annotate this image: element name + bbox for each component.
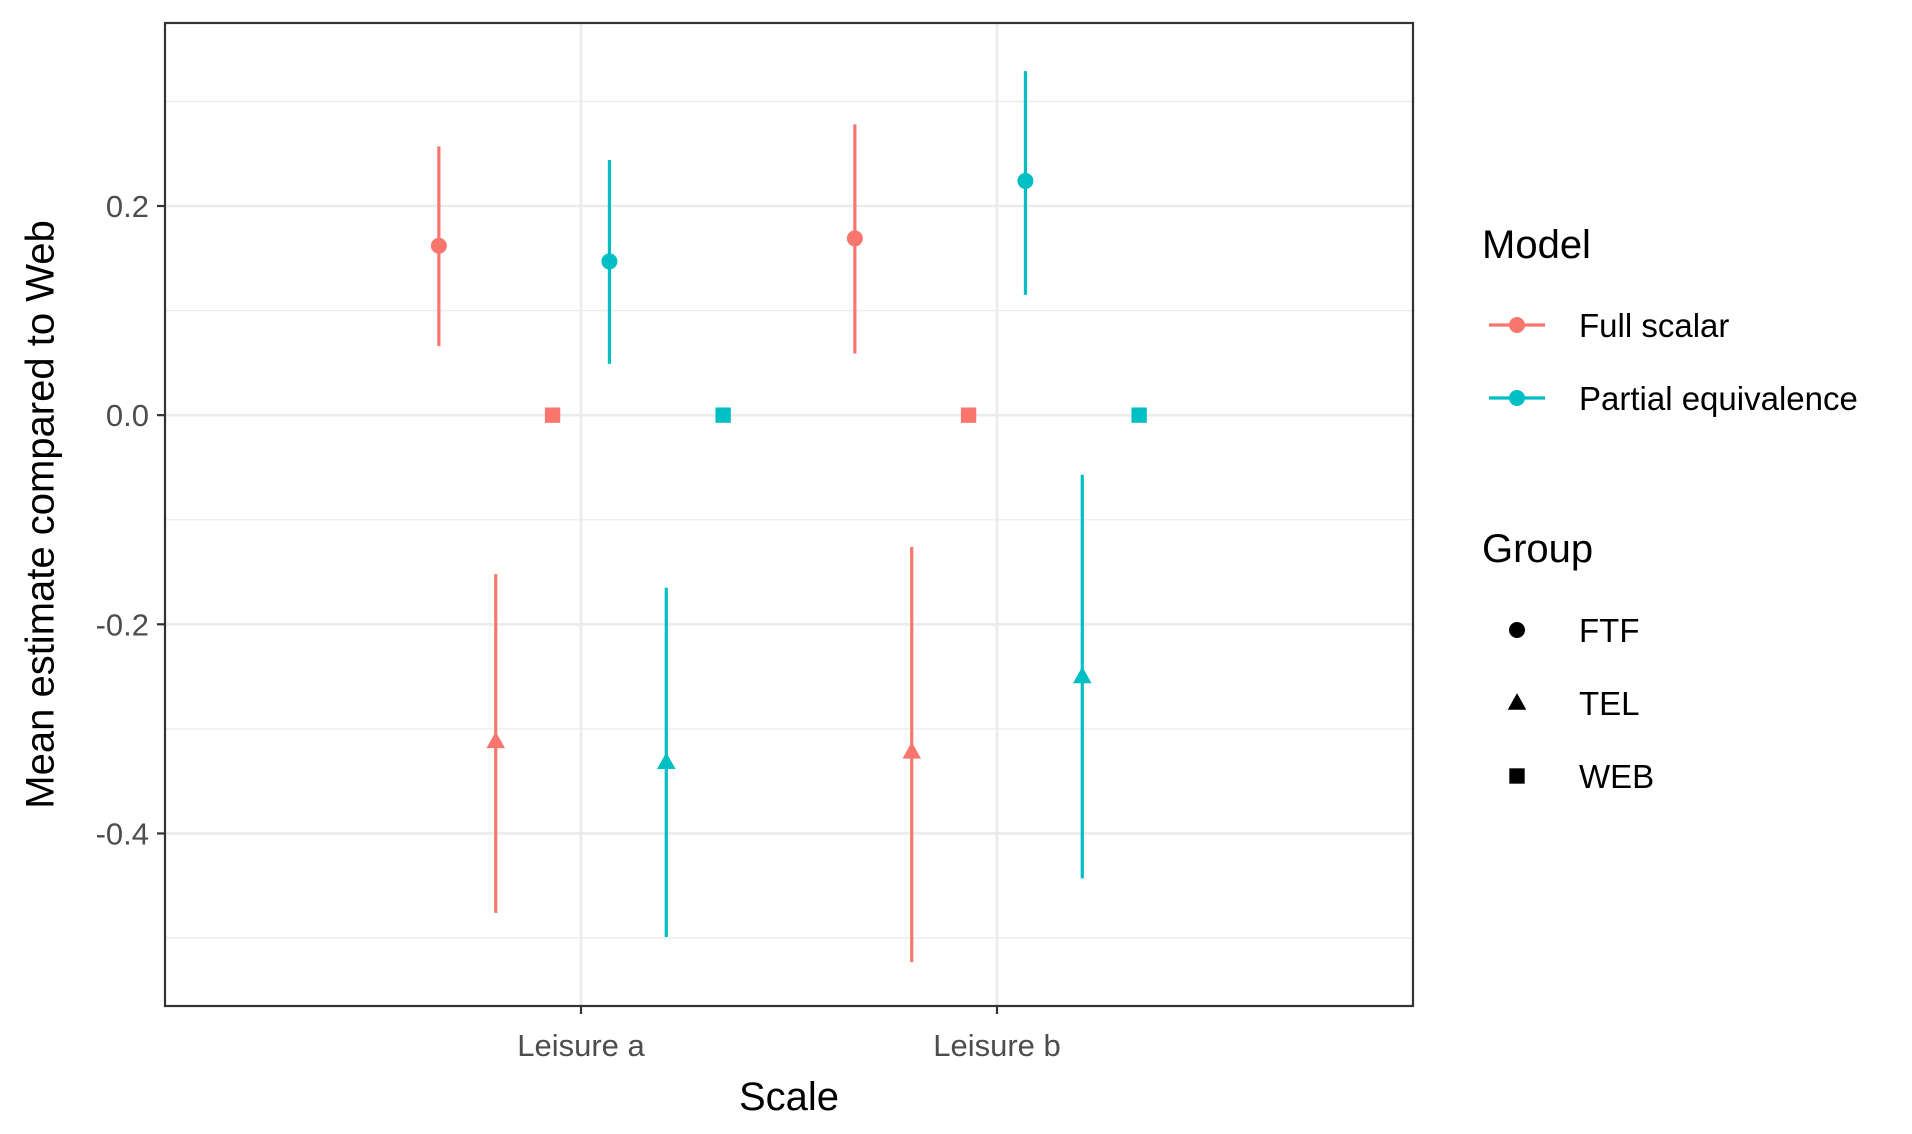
point-partial-equivalence-ftf	[1017, 172, 1034, 189]
panel-border	[163, 21, 1415, 1008]
x-tick-label: Leisure a	[517, 1028, 645, 1063]
grid-lines	[165, 23, 1413, 1006]
point-full-scalar-tel	[902, 741, 921, 759]
legend-key-shape	[1509, 768, 1525, 784]
point-partial-equivalence-web	[715, 407, 731, 423]
legend-group-label: FTF	[1579, 612, 1639, 649]
legend-key-shape	[1509, 622, 1525, 638]
point-partial-equivalence-web	[1131, 407, 1147, 423]
point-full-scalar-ftf	[846, 230, 863, 247]
point-full-scalar-tel	[486, 731, 505, 749]
y-tick-label: 0.0	[106, 398, 149, 433]
axes: -0.4 -0.2 0.0 0.2 Leisure a Leisure b	[96, 189, 1061, 1063]
legend-model-title: Model	[1482, 223, 1591, 267]
x-tick-label: Leisure b	[933, 1028, 1061, 1063]
data-layer	[430, 71, 1147, 963]
point-full-scalar-web	[544, 407, 561, 423]
legend-model-label: Partial equivalence	[1579, 380, 1858, 417]
point-partial-equivalence-tel	[657, 752, 676, 770]
x-axis-title: Scale	[739, 1075, 839, 1119]
point-partial-equivalence-tel	[1073, 666, 1092, 684]
legend-group-label: WEB	[1579, 758, 1654, 795]
y-axis-title: Mean estimate compared to Web	[19, 220, 63, 808]
point-partial-equivalence-ftf	[601, 253, 618, 270]
point-full-scalar-web	[960, 407, 977, 423]
y-tick-label: -0.4	[96, 816, 149, 851]
legend-key-shape	[1507, 693, 1527, 710]
legend-key-point	[1509, 317, 1525, 333]
legend-key-point	[1509, 390, 1525, 406]
legend-group-label: TEL	[1579, 685, 1640, 722]
legend: Model Group Full scalar Partial equivalen…	[1482, 223, 1858, 795]
y-tick-label: 0.2	[106, 189, 149, 224]
point-full-scalar-ftf	[430, 237, 447, 254]
y-tick-label: -0.2	[96, 607, 149, 642]
legend-group-title: Group	[1482, 527, 1593, 571]
legend-model-label: Full scalar	[1579, 307, 1729, 344]
